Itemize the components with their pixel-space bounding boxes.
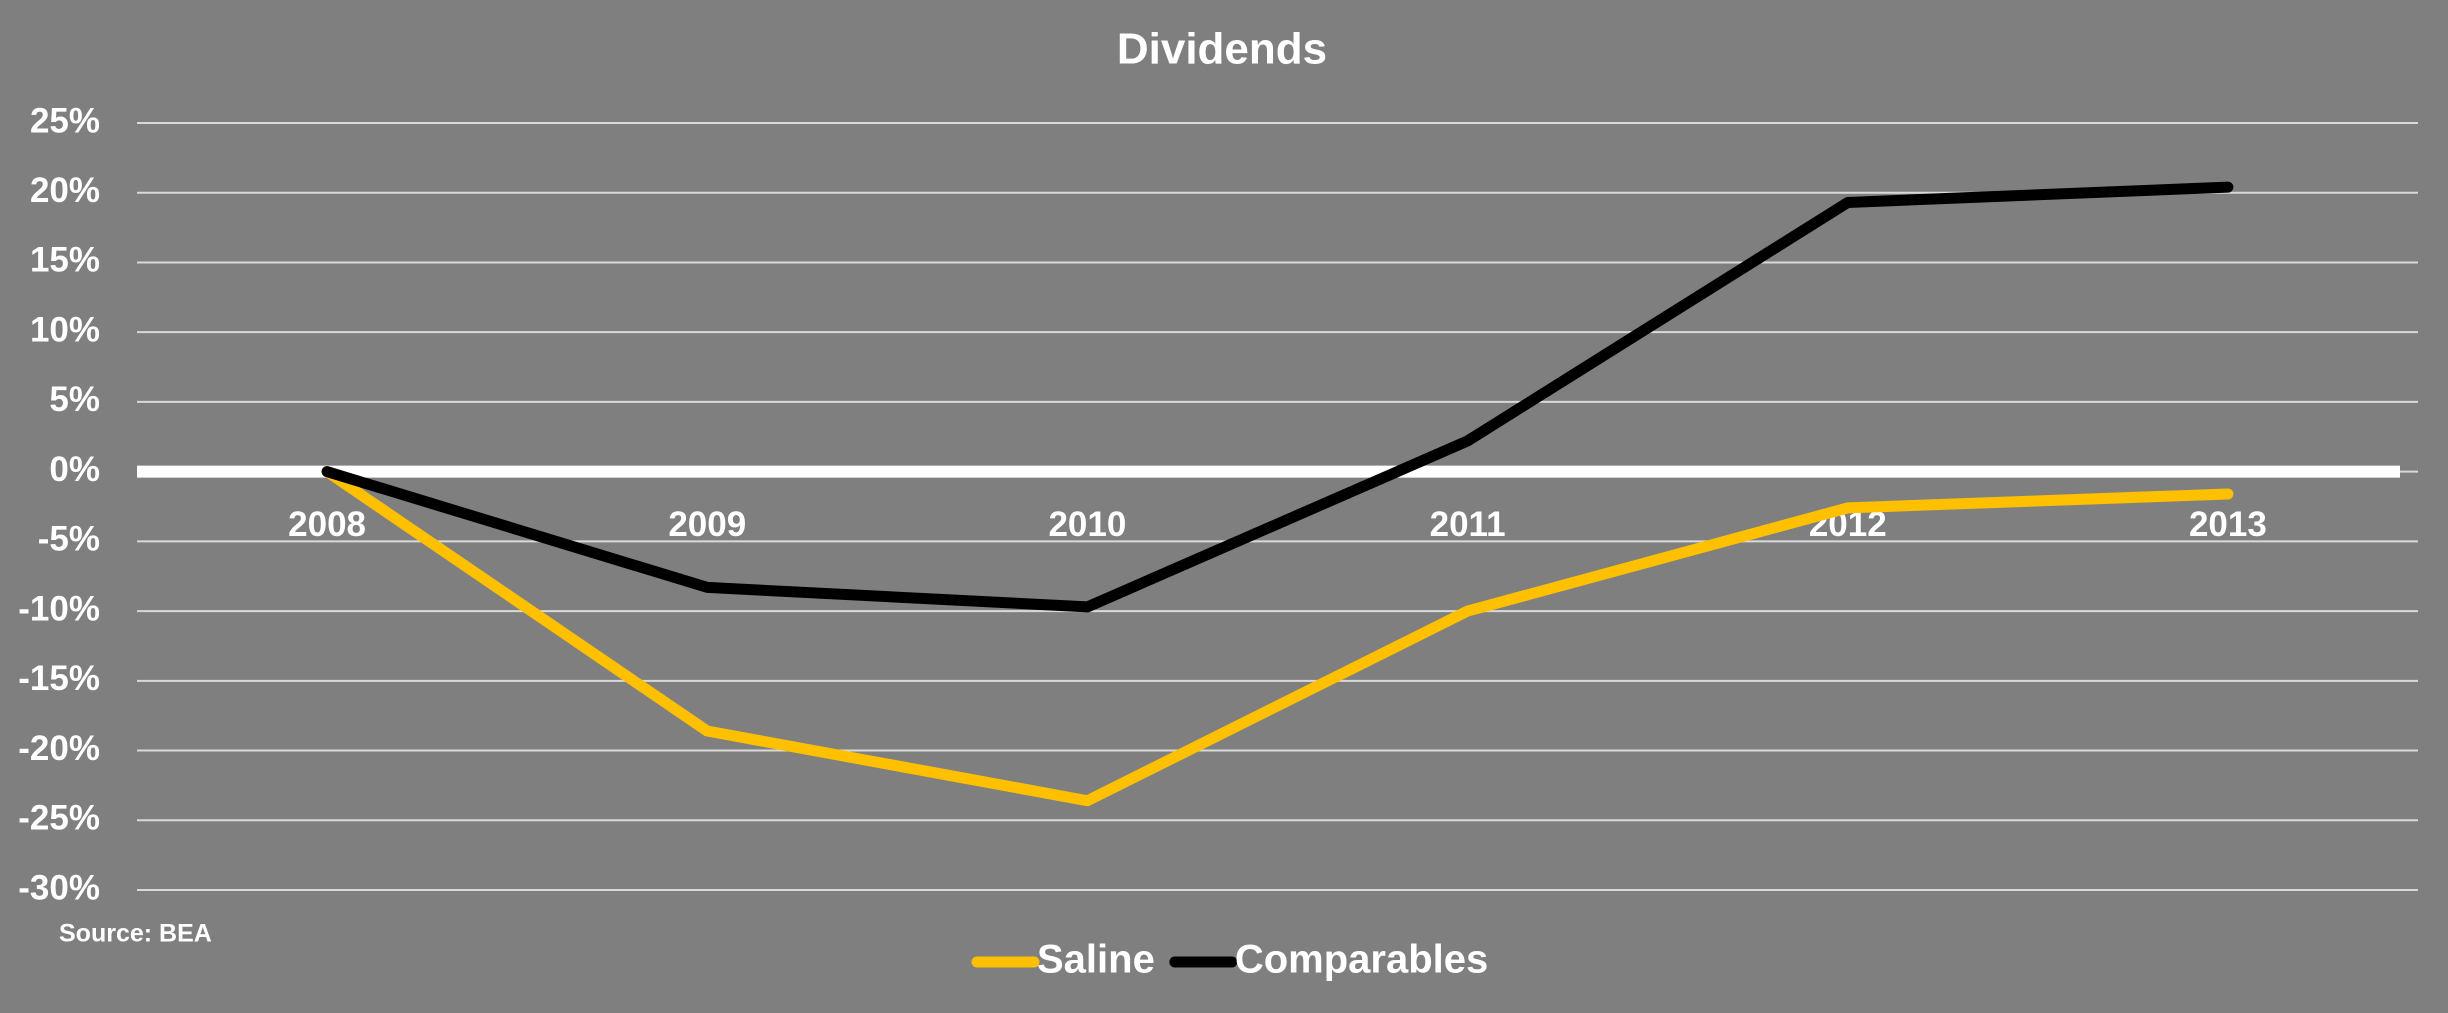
y-tick-label: -20% <box>18 729 100 768</box>
y-tick-label: 0% <box>49 450 100 489</box>
y-tick-label: 10% <box>30 310 100 349</box>
y-tick-label: 20% <box>30 171 100 210</box>
legend-label: Saline <box>1037 938 1155 982</box>
y-tick-label: -5% <box>38 520 100 559</box>
chart-title: Dividends <box>1117 25 1327 74</box>
y-tick-label: 5% <box>49 380 100 419</box>
x-tick-label: 2009 <box>668 505 746 544</box>
x-tick-label: 2008 <box>288 505 366 544</box>
y-tick-label: -30% <box>18 868 100 907</box>
series-line <box>321 466 2234 807</box>
y-tick-label: 15% <box>30 241 100 280</box>
x-tick-label: 2011 <box>1430 505 1506 544</box>
y-tick-label: 25% <box>30 101 100 140</box>
source-note: Source: BEA <box>59 920 212 948</box>
x-tick-label: 2013 <box>2189 505 2267 544</box>
x-tick-label: 2010 <box>1048 505 1126 544</box>
legend-label: Comparables <box>1235 938 1488 982</box>
y-tick-label: -15% <box>18 659 100 698</box>
y-tick-label: -25% <box>18 799 100 838</box>
y-tick-label: -10% <box>18 589 100 628</box>
series-line <box>321 181 2234 613</box>
